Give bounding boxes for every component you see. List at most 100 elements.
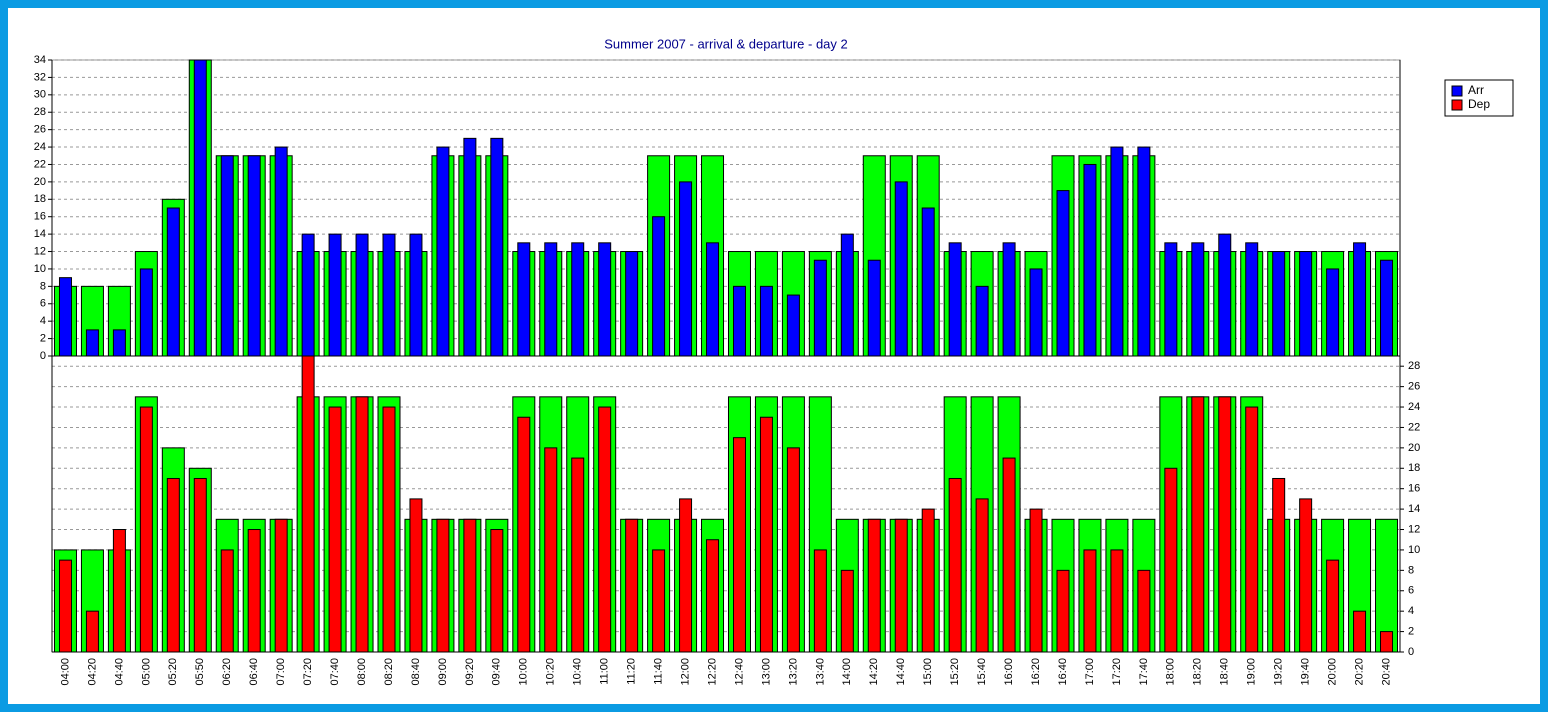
x-tick-label: 12:40	[733, 658, 745, 686]
x-tick-label: 08:00	[356, 658, 368, 686]
legend-label: Dep	[1468, 97, 1490, 111]
x-tick-label: 13:40	[814, 658, 826, 686]
x-tick-label: 08:20	[383, 658, 395, 686]
x-tick-label: 04:00	[59, 658, 71, 686]
bar	[1164, 467, 1178, 653]
bar	[921, 207, 935, 357]
x-tick-label: 04:20	[86, 658, 98, 686]
bar	[436, 518, 450, 653]
bar	[139, 406, 153, 653]
bar	[328, 406, 342, 653]
y-tick-label: 26	[34, 124, 46, 136]
x-tick-label: 07:00	[275, 658, 287, 686]
x-tick-label: 19:00	[1246, 658, 1258, 686]
bar	[1083, 549, 1097, 653]
x-tick-label: 07:20	[302, 658, 314, 686]
bar	[85, 610, 99, 653]
bar	[598, 242, 612, 357]
y-tick-label: 4	[40, 315, 46, 327]
y-tick-label: 6	[40, 298, 46, 310]
x-tick-label: 20:00	[1327, 658, 1339, 686]
x-tick-label: 11:20	[626, 658, 638, 685]
x-tick-label: 09:40	[491, 658, 503, 686]
bar	[1326, 268, 1340, 357]
bar	[1110, 146, 1124, 357]
y-tick-label: 8	[40, 280, 46, 292]
bar	[1299, 498, 1313, 653]
x-tick-label: 14:20	[868, 658, 880, 686]
x-tick-label: 14:40	[895, 658, 907, 686]
x-tick-label: 08:40	[410, 658, 422, 686]
bar	[301, 355, 315, 653]
x-tick-label: 05:20	[167, 658, 179, 686]
x-tick-label: 12:20	[706, 658, 718, 686]
bar	[813, 549, 827, 653]
y2-tick-label: 28	[1408, 360, 1420, 372]
y-tick-label: 10	[34, 263, 46, 275]
bar	[625, 251, 639, 357]
bar	[840, 569, 854, 653]
x-tick-label: 19:20	[1273, 658, 1285, 686]
bar	[274, 518, 288, 653]
bar	[139, 268, 153, 357]
x-tick-label: 17:40	[1138, 658, 1150, 686]
bar	[220, 549, 234, 653]
bar	[1272, 251, 1286, 357]
x-tick-label: 10:40	[572, 658, 584, 686]
bar	[1380, 631, 1394, 653]
bar	[382, 233, 396, 357]
bar	[975, 285, 989, 357]
bar	[813, 259, 827, 357]
bar	[355, 396, 369, 653]
x-tick-label: 05:00	[140, 658, 152, 686]
bar	[166, 477, 180, 653]
bar	[1353, 610, 1367, 653]
y-tick-label: 18	[34, 193, 46, 205]
bar	[301, 233, 315, 357]
x-tick-label: 04:40	[113, 658, 125, 686]
bar	[1353, 242, 1367, 357]
legend-label: Arr	[1468, 83, 1484, 97]
y-tick-label: 0	[40, 350, 46, 362]
bar	[436, 146, 450, 357]
bar	[166, 207, 180, 357]
y2-tick-label: 16	[1408, 483, 1420, 495]
bar	[759, 416, 773, 653]
x-tick-label: 20:20	[1353, 658, 1365, 686]
bar	[652, 216, 666, 357]
bar	[517, 242, 531, 357]
bar	[1002, 242, 1016, 357]
x-tick-label: 07:40	[329, 658, 341, 686]
y2-tick-label: 0	[1408, 646, 1414, 658]
bar	[840, 233, 854, 357]
x-tick-label: 16:40	[1057, 658, 1069, 686]
bar	[948, 242, 962, 357]
bar	[544, 242, 558, 357]
y2-tick-label: 18	[1408, 462, 1420, 474]
bar	[247, 155, 261, 357]
bar	[1002, 457, 1016, 653]
y2-tick-label: 8	[1408, 564, 1414, 576]
bar	[1299, 251, 1313, 357]
bar	[1245, 406, 1259, 653]
bar	[58, 559, 72, 653]
bar	[1083, 163, 1097, 357]
bar	[921, 508, 935, 653]
bar	[1326, 559, 1340, 653]
y2-tick-label: 12	[1408, 523, 1420, 535]
y2-tick-label: 24	[1408, 401, 1420, 413]
bar	[544, 447, 558, 653]
x-tick-label: 15:00	[922, 658, 934, 686]
bar	[948, 477, 962, 653]
bar	[1164, 242, 1178, 357]
y-tick-label: 30	[34, 89, 46, 101]
bar	[1218, 396, 1232, 653]
bar	[58, 277, 72, 357]
bar	[706, 242, 720, 357]
bar	[786, 294, 800, 357]
bar	[220, 155, 234, 357]
bar	[1380, 259, 1394, 357]
x-tick-label: 18:20	[1192, 658, 1204, 686]
y2-tick-label: 10	[1408, 544, 1420, 556]
bar	[328, 233, 342, 357]
